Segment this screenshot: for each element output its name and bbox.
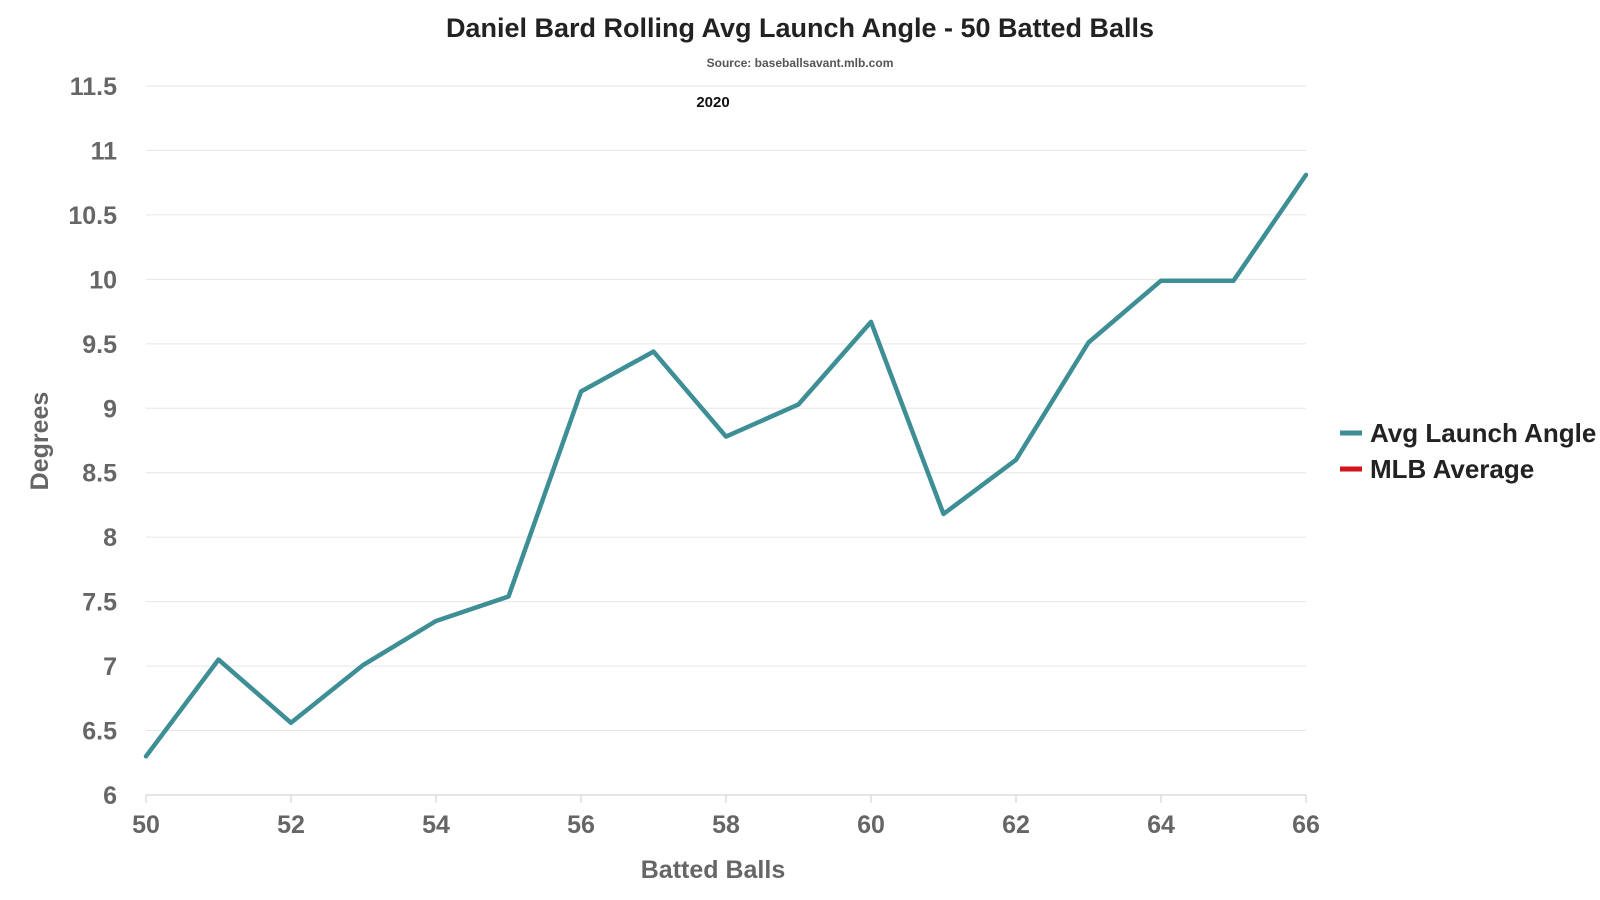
y-tick-label: 8.5	[82, 460, 117, 488]
y-tick-label: 6.5	[82, 718, 117, 746]
x-tick-label: 50	[132, 811, 160, 839]
chart-title: Daniel Bard Rolling Avg Launch Angle - 5…	[446, 13, 1154, 43]
y-tick-label: 10.5	[68, 202, 117, 230]
series-line	[143, 172, 1309, 759]
y-tick-label: 11.5	[70, 73, 117, 101]
y-tick-label: 6	[103, 782, 117, 810]
y-tick-label: 8	[103, 524, 117, 552]
legend-label: Avg Launch Angle	[1370, 418, 1596, 448]
x-tick-label: 66	[1292, 811, 1320, 839]
x-tick-label: 56	[567, 811, 595, 839]
y-tick-label: 10	[89, 266, 117, 294]
x-tick-label: 52	[277, 811, 305, 839]
x-tick-label: 62	[1002, 811, 1030, 839]
y-axis-label: Degrees	[26, 392, 54, 491]
x-tick-label: 64	[1147, 811, 1175, 839]
x-axis-ticks: 50 52 54 56 58 60 62 64 66	[132, 795, 1320, 839]
x-tick-label: 54	[422, 811, 450, 839]
grid-lines	[146, 85, 1306, 796]
year-annotation: 2020	[696, 94, 729, 111]
y-tick-label: 9.5	[82, 331, 117, 359]
y-tick-label: 7	[103, 653, 117, 681]
x-axis-label: Batted Balls	[641, 856, 785, 884]
y-tick-label: 9	[103, 395, 117, 423]
y-axis-ticks: 6 6.5 7 7.5 8 8.5 9 9.5 10 10.5 11 11.5	[68, 73, 117, 810]
legend: Avg Launch Angle MLB Average	[1340, 418, 1596, 484]
legend-label: MLB Average	[1370, 454, 1534, 484]
y-tick-label: 11	[91, 137, 118, 165]
chart-subtitle: Source: baseballsavant.mlb.com	[707, 56, 894, 70]
series-lines	[143, 172, 1309, 759]
y-tick-label: 7.5	[82, 589, 117, 617]
x-tick-label: 60	[857, 811, 885, 839]
x-tick-label: 58	[712, 811, 740, 839]
